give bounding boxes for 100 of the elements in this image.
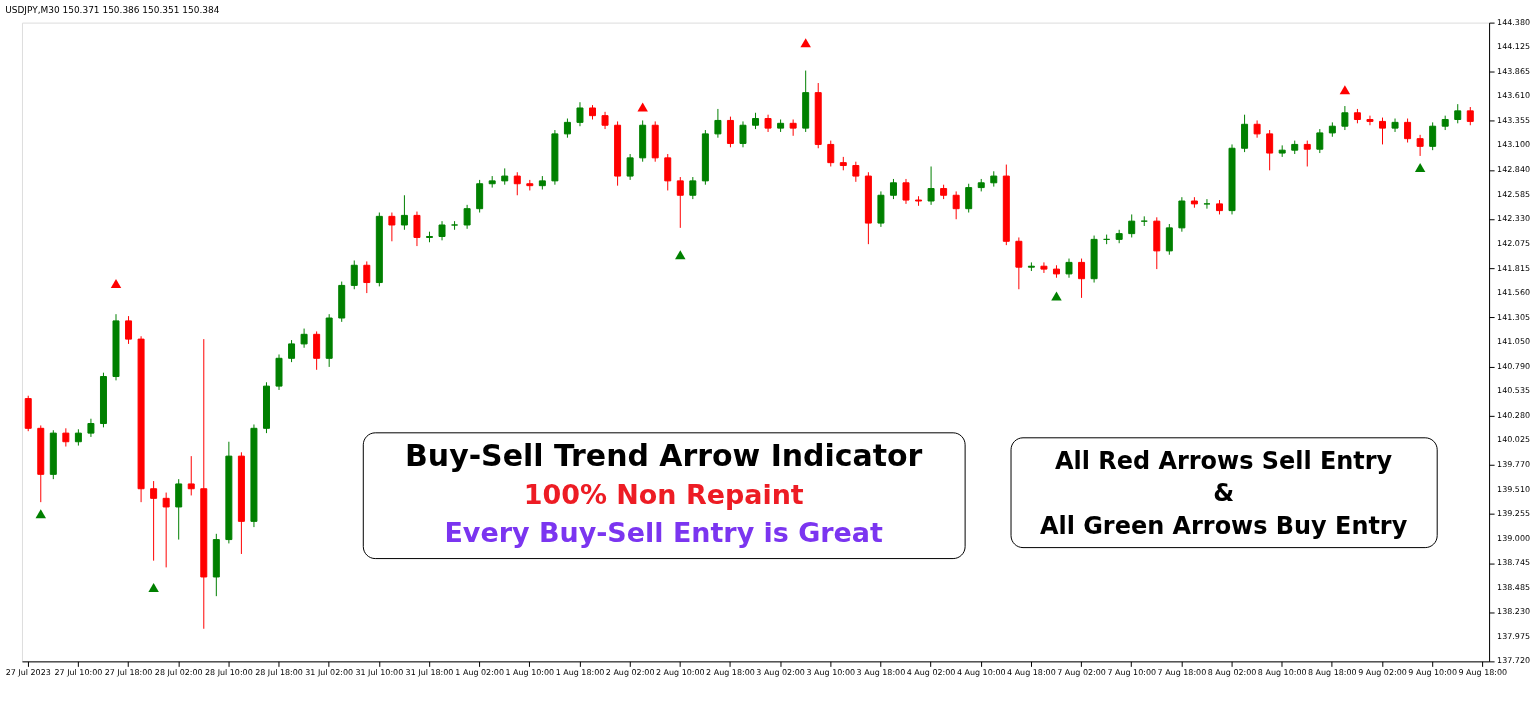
- y-tick-label: 139.510: [1497, 484, 1531, 494]
- candlestick: [676, 176, 684, 229]
- candlestick: [952, 190, 960, 220]
- point: [800, 38, 811, 48]
- x-tick-label: 1 Aug 18:00: [555, 667, 605, 677]
- x-tick-label: 3 Aug 18:00: [856, 667, 906, 677]
- candlestick: [350, 259, 358, 290]
- x-tick-label: 9 Aug 10:00: [1408, 667, 1457, 677]
- candlestick: [664, 153, 672, 191]
- candlestick: [288, 339, 296, 363]
- candlestick: [175, 478, 183, 541]
- candlestick: [739, 120, 747, 148]
- x-tick-label: 3 Aug 02:00: [756, 667, 805, 677]
- x-tick-label: 27 Jul 2023: [5, 667, 51, 677]
- x-tick-label: 1 Aug 10:00: [505, 667, 555, 677]
- candlestick: [300, 328, 308, 349]
- candlestick: [125, 315, 133, 345]
- candlestick: [1416, 134, 1424, 157]
- x-tick-label: 27 Jul 10:00: [54, 667, 103, 677]
- candlestick: [563, 118, 571, 139]
- y-tick-label: 143.610: [1497, 91, 1531, 101]
- y-tick-label: 144.380: [1497, 17, 1531, 27]
- y-tick-label: 139.770: [1497, 459, 1531, 469]
- x-tick-label: 7 Aug 10:00: [1107, 667, 1157, 677]
- y-tick-label: 143.355: [1497, 115, 1531, 125]
- candlestick: [463, 204, 471, 230]
- x-tick-label: 28 Jul 18:00: [255, 667, 303, 677]
- candlestick: [162, 492, 170, 568]
- candlestick: [902, 178, 910, 205]
- x-tick-label: 28 Jul 10:00: [204, 667, 253, 677]
- candlestick: [1466, 106, 1474, 126]
- candlestick: [626, 153, 634, 181]
- y-tick-label: 142.330: [1497, 214, 1531, 224]
- candlestick: [413, 211, 421, 247]
- annotation: Every Buy-Sell Entry is Great: [444, 516, 884, 548]
- x-tick-label: 8 Aug 02:00: [1207, 667, 1257, 677]
- y-tick-label: 141.050: [1497, 336, 1531, 346]
- candlestick: [313, 330, 321, 371]
- candlestick: [714, 108, 722, 139]
- y-tick-label: 144.125: [1497, 42, 1531, 52]
- y-tick-label: 138.485: [1497, 583, 1531, 592]
- point: [148, 582, 159, 593]
- x-tick-label: 2 Aug 18:00: [706, 667, 755, 677]
- y-tick-label: 142.585: [1497, 189, 1531, 199]
- candlestick: [187, 455, 195, 496]
- candlestick: [689, 176, 697, 200]
- candlestick: [1341, 105, 1349, 131]
- x-tick-label: 27 Jul 18:00: [104, 667, 153, 677]
- candlestick: [1266, 129, 1274, 171]
- annotation: &: [1213, 478, 1235, 507]
- candlestick: [726, 116, 734, 148]
- y-tick-label: 140.535: [1497, 386, 1531, 396]
- candlestick: [576, 101, 584, 127]
- candlestick: [87, 418, 95, 438]
- candlestick: [388, 212, 396, 242]
- y-tick-label: 142.840: [1497, 165, 1531, 175]
- candlestick: [62, 427, 70, 448]
- x-tick-label: 28 Jul 02:00: [154, 667, 203, 677]
- y-tick-label: 143.865: [1497, 67, 1531, 77]
- y-tick-label: 139.000: [1497, 533, 1531, 543]
- candlestick: [927, 165, 935, 206]
- annotation: All Red Arrows Sell Entry: [1055, 446, 1393, 475]
- candlestick: [789, 118, 797, 137]
- candlestick: [363, 260, 371, 294]
- x-tick-label: 8 Aug 10:00: [1257, 667, 1307, 677]
- x-tick-label: 9 Aug 02:00: [1358, 667, 1407, 677]
- y-tick-label: 141.815: [1497, 263, 1531, 273]
- point: [1414, 162, 1426, 172]
- candlestick: [852, 161, 860, 183]
- candlestick: [1404, 118, 1412, 144]
- candlestick: [150, 480, 158, 562]
- candlestick: [1366, 115, 1374, 126]
- x-tick-label: 4 Aug 02:00: [906, 667, 956, 677]
- point: [675, 250, 686, 260]
- candlestick: [1303, 140, 1311, 167]
- candlestick: [400, 194, 408, 231]
- x-tick-label: 3 Aug 10:00: [806, 667, 856, 677]
- x-tick-label: 8 Aug 18:00: [1308, 667, 1357, 677]
- point: [110, 278, 122, 289]
- candlestick: [1078, 258, 1086, 299]
- y-tick-label: 139.255: [1497, 509, 1531, 519]
- x-tick-label: 2 Aug 02:00: [605, 667, 655, 677]
- x-tick-label: 7 Aug 18:00: [1157, 667, 1207, 677]
- candlestick: [1391, 118, 1399, 133]
- x-tick-label: 4 Aug 10:00: [956, 667, 1006, 677]
- y-tick-label: 137.720: [1497, 656, 1531, 666]
- y-tick-label: 141.560: [1497, 288, 1531, 298]
- candlestick: [827, 140, 835, 167]
- point: [35, 509, 46, 519]
- point: [1051, 291, 1062, 301]
- y-tick-label: 141.305: [1497, 312, 1531, 322]
- x-tick-label: 31 Jul 10:00: [355, 667, 404, 677]
- candlestick: [965, 183, 973, 214]
- point: [1339, 85, 1351, 95]
- candlestick: [1128, 213, 1136, 238]
- x-tick-label: 31 Jul 18:00: [405, 667, 454, 677]
- x-tick-label: 2 Aug 10:00: [655, 667, 705, 677]
- y-tick-label: 140.790: [1497, 361, 1531, 371]
- y-tick-label: 140.280: [1497, 410, 1531, 420]
- candlestick: [1316, 128, 1324, 154]
